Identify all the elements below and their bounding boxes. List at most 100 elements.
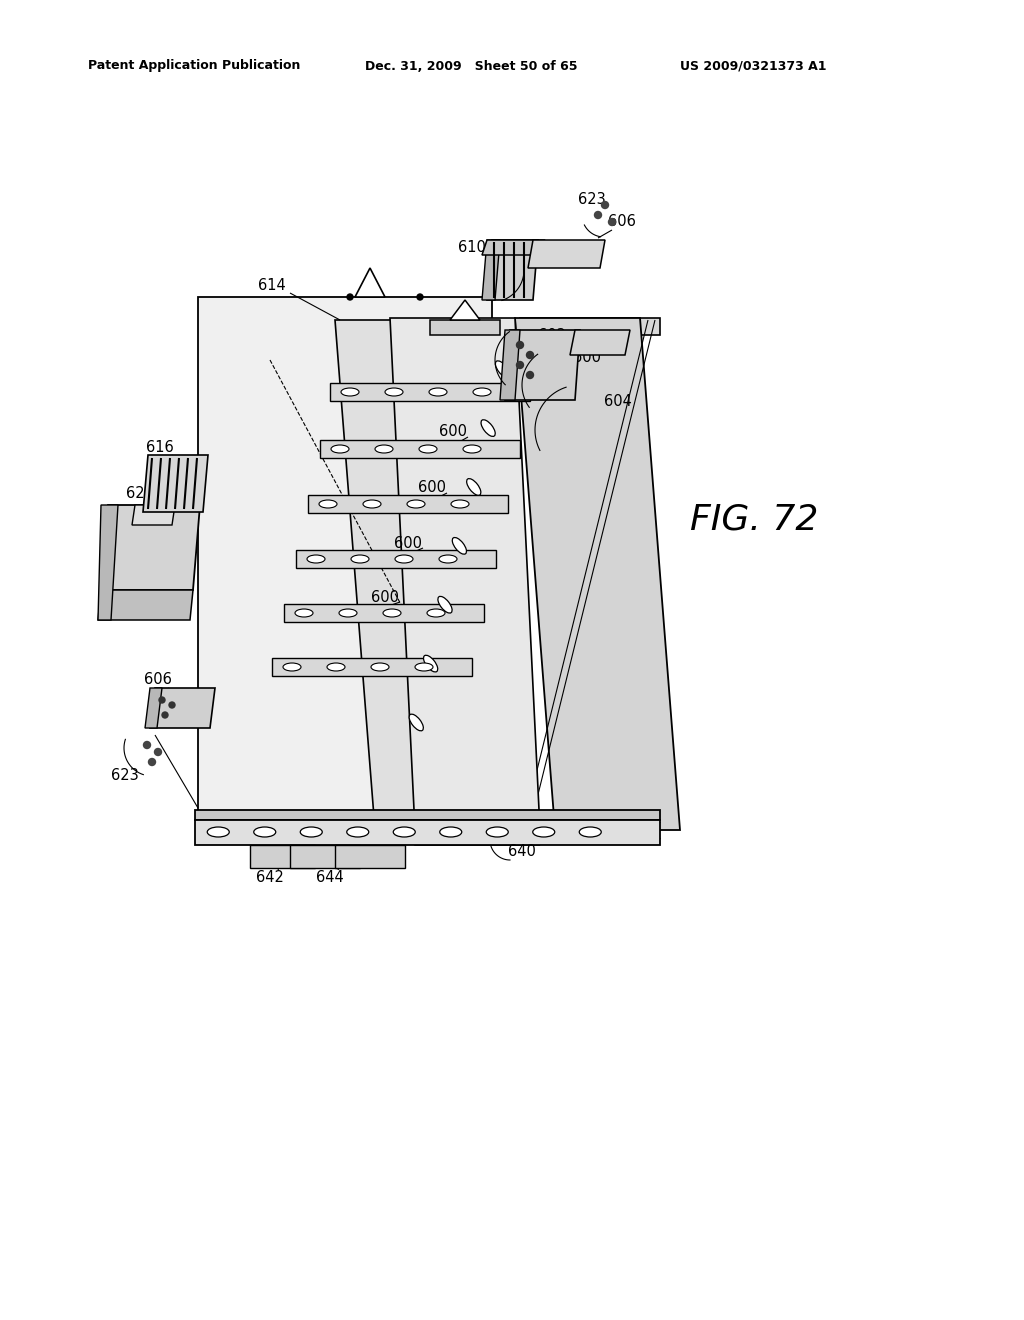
Polygon shape — [143, 455, 208, 512]
Polygon shape — [505, 330, 580, 400]
Ellipse shape — [327, 663, 345, 671]
Polygon shape — [390, 825, 540, 845]
Ellipse shape — [407, 500, 425, 508]
Text: 623: 623 — [112, 767, 139, 783]
Polygon shape — [195, 820, 660, 845]
Polygon shape — [272, 657, 472, 676]
Polygon shape — [355, 268, 385, 297]
Polygon shape — [132, 506, 175, 525]
Polygon shape — [250, 845, 315, 869]
Text: Dec. 31, 2009   Sheet 50 of 65: Dec. 31, 2009 Sheet 50 of 65 — [365, 59, 578, 73]
Ellipse shape — [395, 554, 413, 564]
Circle shape — [162, 711, 168, 718]
Ellipse shape — [362, 500, 381, 508]
Polygon shape — [284, 605, 484, 622]
Text: 642: 642 — [256, 870, 284, 884]
Text: 625: 625 — [126, 487, 154, 502]
Circle shape — [595, 211, 601, 219]
Circle shape — [516, 362, 523, 368]
Text: 600: 600 — [394, 536, 422, 550]
Polygon shape — [450, 300, 480, 319]
Text: 606: 606 — [144, 672, 172, 688]
Text: US 2009/0321373 A1: US 2009/0321373 A1 — [680, 59, 826, 73]
Text: 602: 602 — [538, 327, 566, 342]
Circle shape — [601, 202, 608, 209]
Circle shape — [143, 742, 151, 748]
Circle shape — [159, 697, 165, 704]
Polygon shape — [290, 845, 360, 869]
Polygon shape — [487, 240, 538, 300]
Text: 614: 614 — [258, 277, 286, 293]
Text: 604: 604 — [604, 395, 632, 409]
Ellipse shape — [467, 479, 481, 495]
Ellipse shape — [451, 500, 469, 508]
Ellipse shape — [415, 663, 433, 671]
Circle shape — [148, 759, 156, 766]
Ellipse shape — [439, 828, 462, 837]
Ellipse shape — [481, 420, 496, 437]
Ellipse shape — [473, 388, 490, 396]
Ellipse shape — [339, 609, 357, 616]
Text: 600: 600 — [371, 590, 399, 605]
Ellipse shape — [438, 597, 453, 612]
Polygon shape — [335, 319, 500, 830]
Text: Patent Application Publication: Patent Application Publication — [88, 59, 300, 73]
Polygon shape — [195, 810, 660, 820]
Circle shape — [608, 219, 615, 226]
Polygon shape — [482, 240, 500, 300]
Ellipse shape — [393, 828, 416, 837]
Circle shape — [417, 294, 423, 300]
Polygon shape — [98, 590, 193, 620]
Ellipse shape — [371, 663, 389, 671]
Polygon shape — [308, 495, 508, 513]
Circle shape — [516, 342, 523, 348]
Text: 640: 640 — [508, 845, 536, 859]
Ellipse shape — [331, 445, 349, 453]
Text: 600: 600 — [418, 480, 446, 495]
Ellipse shape — [429, 388, 447, 396]
Ellipse shape — [295, 609, 313, 616]
Ellipse shape — [453, 537, 467, 554]
Polygon shape — [330, 383, 530, 401]
Ellipse shape — [307, 554, 325, 564]
Polygon shape — [98, 506, 118, 620]
Polygon shape — [101, 506, 200, 590]
Ellipse shape — [424, 655, 437, 672]
Ellipse shape — [300, 828, 323, 837]
Text: 610: 610 — [458, 240, 486, 256]
Circle shape — [155, 748, 162, 755]
Ellipse shape — [385, 388, 403, 396]
Ellipse shape — [580, 828, 601, 837]
Circle shape — [526, 371, 534, 379]
Polygon shape — [390, 318, 540, 830]
Circle shape — [169, 702, 175, 708]
Polygon shape — [515, 318, 680, 830]
Ellipse shape — [427, 609, 445, 616]
Ellipse shape — [341, 388, 359, 396]
Polygon shape — [482, 240, 545, 255]
Polygon shape — [528, 240, 605, 268]
Polygon shape — [500, 330, 520, 400]
Ellipse shape — [419, 445, 437, 453]
Ellipse shape — [254, 828, 275, 837]
Text: 606: 606 — [608, 214, 636, 230]
Text: 600: 600 — [573, 351, 601, 366]
Ellipse shape — [383, 609, 401, 616]
Polygon shape — [319, 440, 520, 458]
Polygon shape — [198, 297, 492, 812]
Polygon shape — [430, 319, 500, 335]
Ellipse shape — [463, 445, 481, 453]
Ellipse shape — [439, 554, 457, 564]
Text: 644: 644 — [316, 870, 344, 884]
Polygon shape — [145, 688, 162, 729]
Ellipse shape — [496, 360, 510, 378]
Circle shape — [526, 351, 534, 359]
Ellipse shape — [319, 500, 337, 508]
Text: 623: 623 — [579, 193, 606, 207]
Polygon shape — [296, 550, 496, 568]
Ellipse shape — [532, 828, 555, 837]
Circle shape — [347, 294, 353, 300]
Ellipse shape — [283, 663, 301, 671]
Polygon shape — [570, 330, 630, 355]
Ellipse shape — [207, 828, 229, 837]
